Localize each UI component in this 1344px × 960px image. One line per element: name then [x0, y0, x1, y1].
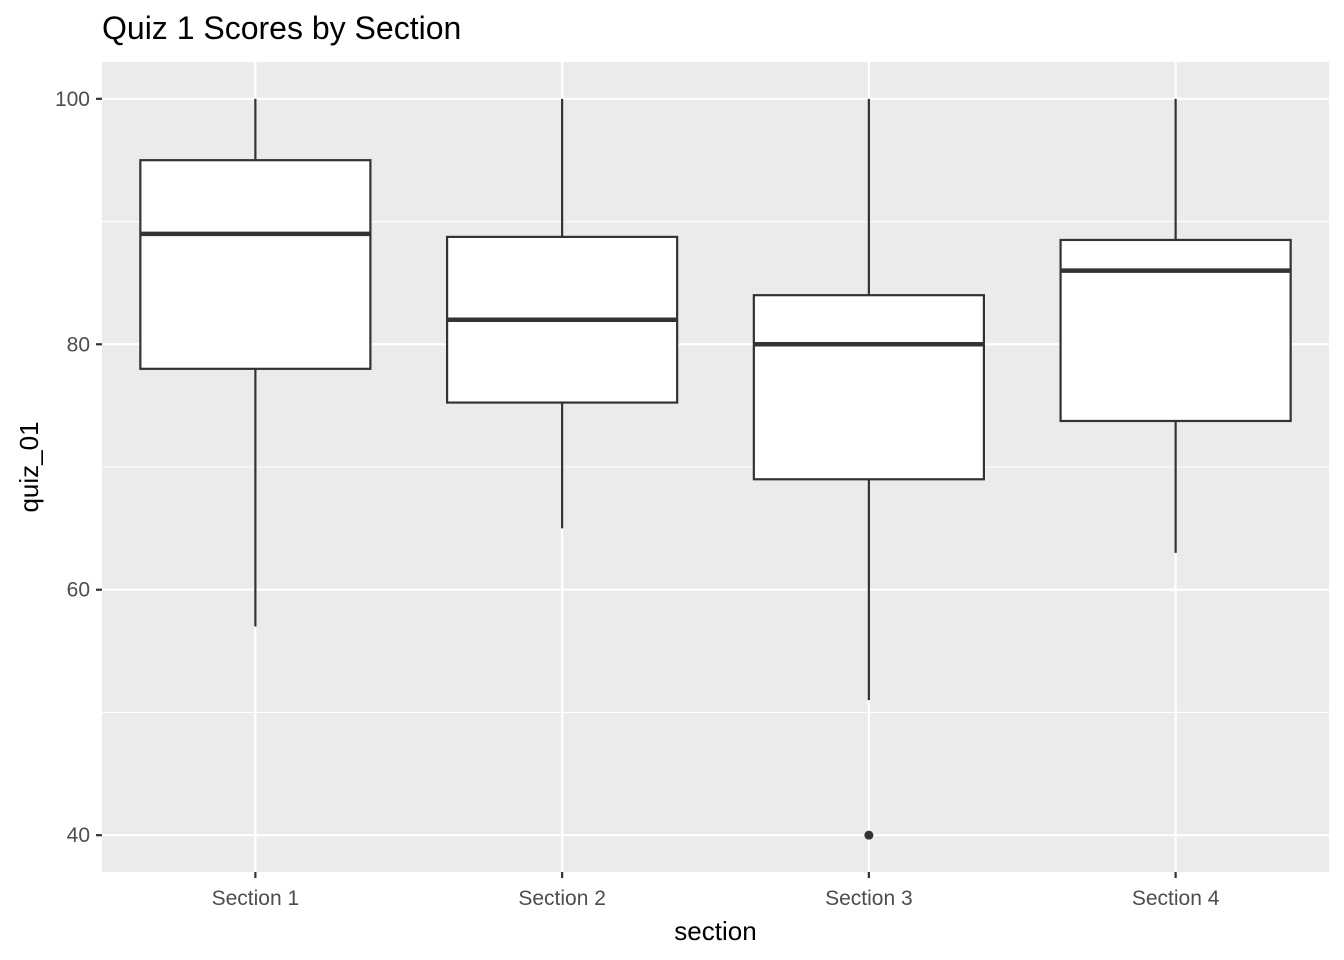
y-axis-title: quiz_01 — [14, 421, 44, 512]
y-tick-label: 100 — [55, 88, 90, 111]
x-tick-label: Section 2 — [518, 887, 606, 910]
box-1 — [139, 98, 372, 627]
box-layer — [139, 98, 1292, 840]
box-iqr — [752, 294, 986, 481]
box-4 — [1059, 98, 1292, 553]
box-iqr — [1059, 238, 1292, 423]
y-axis: 40 60 80 100 — [55, 88, 102, 847]
y-tick-label: 80 — [67, 333, 90, 356]
outlier-point — [864, 830, 874, 840]
x-axis: Section 1 Section 2 Section 3 Section 4 — [212, 872, 1220, 910]
box-3 — [752, 98, 986, 840]
x-tick-label: Section 4 — [1132, 887, 1220, 910]
x-axis-title: section — [674, 916, 756, 946]
box-2 — [445, 98, 679, 529]
chart-title: Quiz 1 Scores by Section — [102, 10, 462, 46]
box-iqr — [139, 159, 372, 370]
x-tick-label: Section 3 — [825, 887, 913, 910]
y-tick-label: 40 — [67, 824, 90, 847]
x-tick-label: Section 1 — [212, 887, 300, 910]
y-tick-label: 60 — [67, 579, 90, 602]
